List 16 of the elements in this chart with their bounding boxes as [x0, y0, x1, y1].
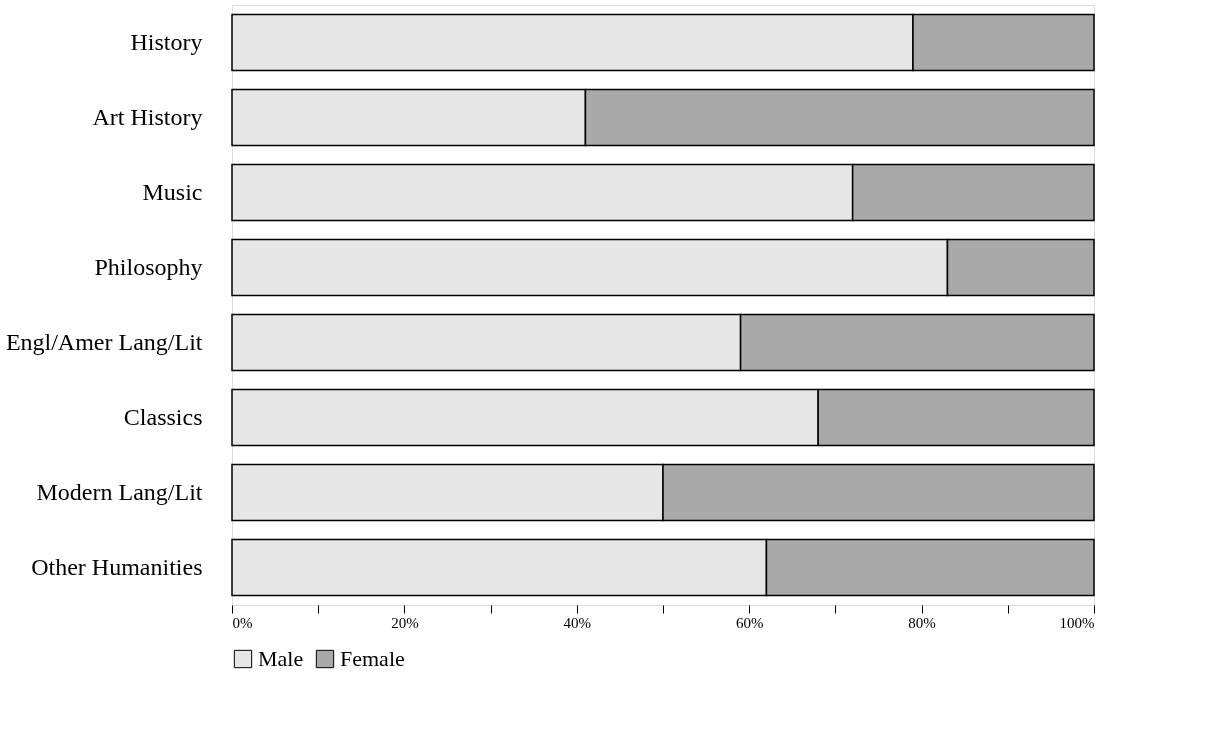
- y-tick-label: Modern Lang/Lit: [36, 478, 203, 505]
- x-tick-label: 40%: [563, 614, 592, 631]
- y-tick-label: Other Humanities: [31, 553, 203, 580]
- legend-label: Male: [258, 646, 304, 671]
- x-tick-label: 0%: [232, 614, 253, 631]
- x-tick-label: 80%: [908, 614, 936, 631]
- x-tick-label: 100%: [1059, 614, 1095, 631]
- y-tick-label: Art History: [92, 103, 203, 130]
- y-tick-label: Engl/Amer Lang/Lit: [5, 328, 203, 355]
- y-tick-label: History: [130, 28, 203, 55]
- x-tick-label: 20%: [391, 614, 419, 631]
- y-tick-label: Philosophy: [94, 253, 203, 280]
- y-tick-label: Music: [142, 178, 203, 205]
- legend-label: Female: [340, 646, 405, 671]
- y-tick-label: Classics: [123, 403, 203, 430]
- x-tick-label: 60%: [735, 614, 764, 631]
